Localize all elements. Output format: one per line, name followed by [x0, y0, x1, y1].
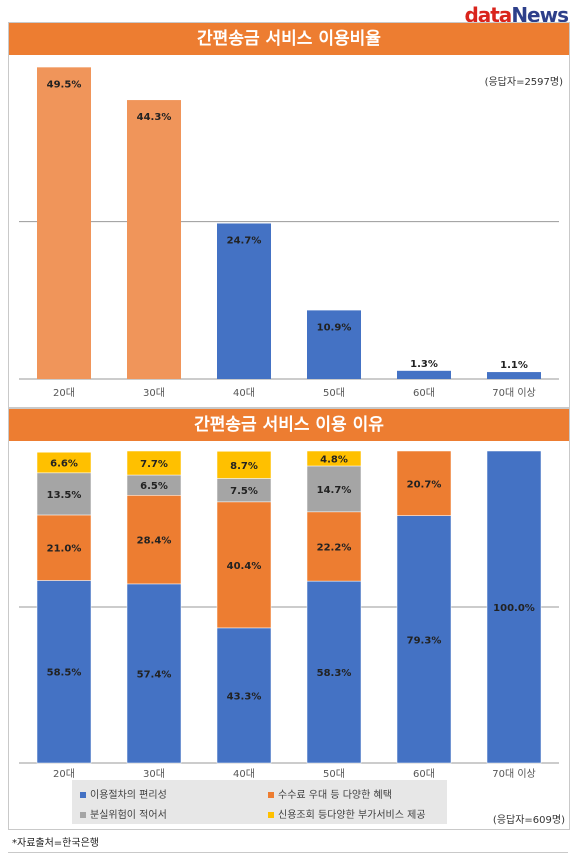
chart2-bar-segment [306, 511, 362, 582]
chart2-data-label: 43.3% [227, 691, 262, 702]
chart2-data-label: 28.4% [137, 536, 172, 547]
chart2-x-tick-label: 60대 [413, 768, 435, 780]
chart2-respondents-note: (응답자=609명) [492, 815, 565, 826]
chart2-bar-segment [396, 515, 452, 764]
chart1-bar [487, 372, 541, 379]
chart2-title: 간편송금 서비스 이용 이유 [9, 409, 569, 441]
chart2-data-label: 22.2% [317, 542, 352, 553]
chart2-bar-segment [216, 501, 272, 629]
chart2-bar-segment [396, 450, 452, 516]
legend-swatch-orange [268, 792, 274, 798]
chart2-bar-segment [126, 495, 182, 585]
chart2-data-label: 21.0% [47, 544, 82, 555]
chart2-bar-segment [36, 451, 92, 474]
chart1-bar [127, 100, 181, 379]
chart1-data-label: 24.7% [227, 235, 262, 246]
legend-swatch-gray [80, 812, 86, 818]
chart1-data-label: 44.3% [137, 112, 172, 123]
bottom-divider [8, 852, 568, 853]
chart2-data-label: 58.5% [47, 668, 82, 679]
chart1-x-tick-label: 30대 [143, 387, 165, 399]
chart2-bar-segment [36, 580, 92, 764]
chart2-data-label: 40.4% [227, 561, 262, 572]
chart2-bar-segment [216, 627, 272, 764]
chart1-bar [307, 310, 361, 379]
chart1-title: 간편송금 서비스 이용비율 [9, 23, 569, 55]
chart2-bar-segment [126, 450, 182, 476]
legend-item-extra-services: 신용조회 등다양한 부가서비스 제공 [268, 806, 426, 821]
usage-ratio-panel: 간편송금 서비스 이용비율 (응답자=2597명) 49.5% 20대 44.3% 3… [8, 22, 570, 408]
legend-label-extra-services: 신용조회 등다양한 부가서비스 제공 [278, 810, 426, 821]
legend-swatch-gold [268, 812, 274, 818]
chart1-x-tick-label: 40대 [233, 387, 255, 399]
chart1-x-tick-label: 70대 이상 [492, 387, 536, 399]
chart2-bar-segment [306, 580, 362, 764]
chart2-bar-segment [306, 450, 362, 467]
chart1-data-label: 1.1% [500, 360, 528, 371]
legend-label-loss-risk: 분실위험이 적어서 [90, 810, 167, 821]
chart2-data-label: 79.3% [407, 635, 442, 646]
chart2-svg: 58.5% 21.0% 13.5% 6.6% 20대 57.4% 28.4% 6.5% 7.7%… [19, 450, 559, 780]
chart2-bar-segment [486, 450, 542, 764]
chart1-respondents-note: (응답자=2597명) [484, 77, 563, 88]
legend-item-convenience: 이용절차의 편리성 [80, 786, 167, 801]
chart2-data-label: 13.5% [47, 490, 82, 501]
chart2-data-label: 8.7% [230, 461, 258, 472]
chart2-x-tick-label: 20대 [53, 768, 75, 780]
chart2-data-label: 7.5% [230, 486, 258, 497]
chart2-bar-segment [216, 451, 272, 479]
chart2-data-label: 57.4% [137, 669, 172, 680]
chart2-bar-segment [36, 514, 92, 581]
chart2-data-label: 7.7% [140, 459, 168, 470]
chart1-bar [37, 67, 91, 380]
legend-label-benefits: 수수료 우대 등 다양한 혜택 [278, 790, 392, 801]
chart2-data-label: 14.7% [317, 485, 352, 496]
chart2-x-tick-label: 50대 [323, 768, 345, 780]
chart1-x-tick-label: 20대 [53, 387, 75, 399]
usage-reason-panel: 간편송금 서비스 이용 이유 (응답자=609명) 58.5% 21.0% 13.5… [8, 408, 570, 830]
legend-item-loss-risk: 분실위험이 적어서 [80, 806, 167, 821]
chart2-data-label: 20.7% [407, 479, 442, 490]
source-note: *자료출처=한국은행 [12, 838, 99, 849]
legend-swatch-blue [80, 792, 86, 798]
chart1-bar [397, 370, 451, 379]
chart2-data-label: 6.5% [140, 481, 168, 492]
chart1-data-label: 10.9% [317, 322, 352, 333]
chart2-data-label: 4.8% [320, 454, 348, 465]
chart2-x-tick-label: 40대 [233, 768, 255, 780]
chart1-x-tick-label: 50대 [323, 387, 345, 399]
chart2-data-label: 100.0% [493, 603, 535, 614]
chart1-data-label: 1.3% [410, 359, 438, 370]
chart1-svg: 49.5% 20대 44.3% 30대 24.7% 40대 10.9% 50대 1.3% 60대 1… [19, 67, 559, 399]
chart2-x-tick-label: 30대 [143, 768, 165, 780]
chart2-legend: 이용절차의 편리성 수수료 우대 등 다양한 혜택 분실위험이 적어서 신용조회… [72, 780, 447, 824]
chart2-bar-segment [36, 472, 92, 516]
chart1-x-tick-label: 60대 [413, 387, 435, 399]
chart2-data-label: 58.3% [317, 668, 352, 679]
legend-label-convenience: 이용절차의 편리성 [90, 790, 167, 801]
legend-item-benefits: 수수료 우대 등 다양한 혜택 [268, 786, 392, 801]
chart2-data-label: 6.6% [50, 459, 78, 470]
chart1-bar [217, 223, 271, 379]
chart1-data-label: 49.5% [47, 79, 82, 90]
chart2-x-tick-label: 70대 이상 [492, 768, 536, 780]
